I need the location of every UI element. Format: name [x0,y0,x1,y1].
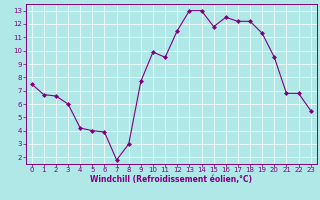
X-axis label: Windchill (Refroidissement éolien,°C): Windchill (Refroidissement éolien,°C) [90,175,252,184]
